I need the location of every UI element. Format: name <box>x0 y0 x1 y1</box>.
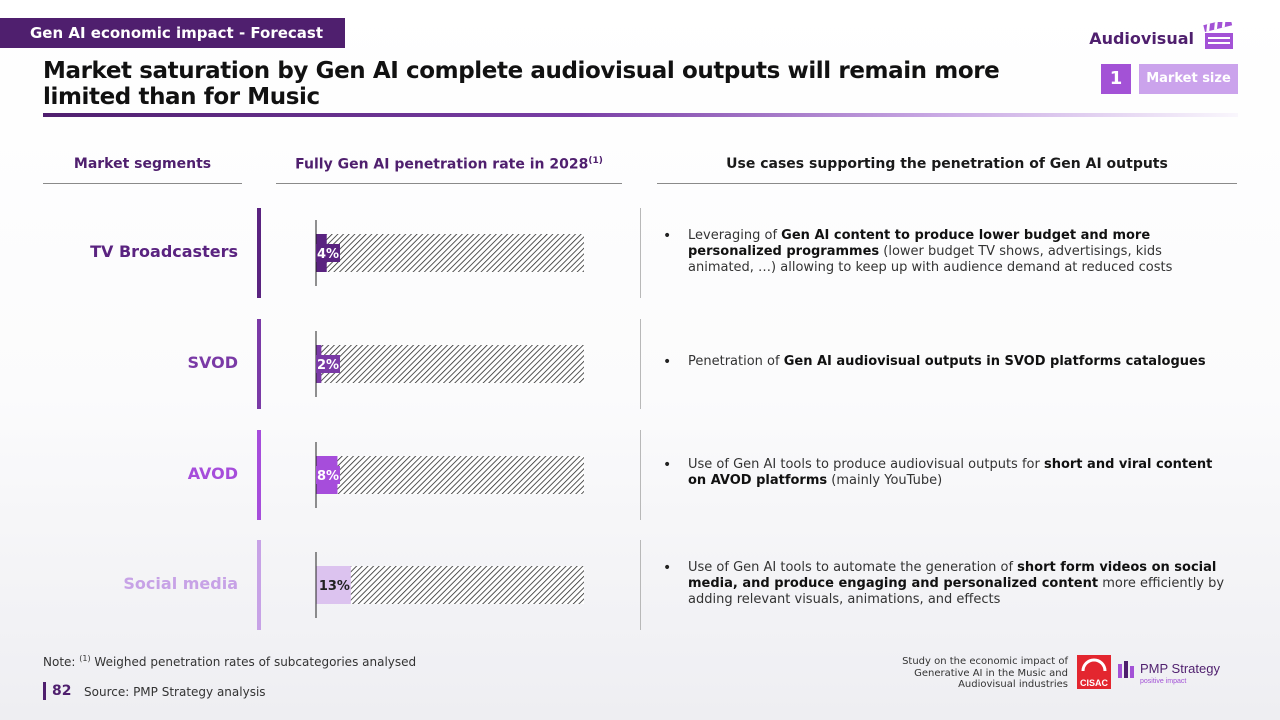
bar-value-label: 2% <box>317 358 339 373</box>
segment-accent-bar <box>257 208 261 298</box>
use-case-segment: Leveraging of <box>688 228 782 243</box>
bar-remainder <box>316 566 584 604</box>
bullet-icon: • <box>663 457 672 473</box>
step-label-badge: Market size <box>1139 64 1238 94</box>
footnote-marker: (1) <box>588 156 603 166</box>
use-case-highlight: short form videos on social media, and p… <box>688 560 1217 591</box>
use-case-highlight: short and viral content on AVOD platform… <box>688 457 1213 488</box>
study-caption: Study on the economic impact of Generati… <box>902 656 1068 690</box>
step-number-badge: 1 <box>1101 64 1131 94</box>
column-separator <box>640 430 641 520</box>
bar-value-label: 13% <box>319 579 350 594</box>
bullet-icon: • <box>663 354 672 370</box>
segment-accent-bar <box>257 319 261 409</box>
bar-remainder <box>316 234 584 272</box>
use-case-text: Leveraging of Gen AI content to produce … <box>688 228 1228 276</box>
bar-remainder <box>316 345 584 383</box>
segment-accent-bar <box>257 430 261 520</box>
column-header-use-cases: Use cases supporting the penetration of … <box>726 156 1168 172</box>
footnote-text: Weighed penetration rates of subcategori… <box>90 655 417 669</box>
section-tag: Gen AI economic impact - Forecast <box>0 18 345 48</box>
column-header-penetration: Fully Gen AI penetration rate in 2028(1) <box>276 156 622 173</box>
column-separator <box>640 540 641 630</box>
cisac-logo-text: CISAC <box>1080 678 1109 688</box>
pmp-logo-tagline: positive impact <box>1140 678 1186 685</box>
segment-name: SVOD <box>187 353 238 372</box>
bar-label-background <box>316 244 340 262</box>
use-case-segment: (lower budget TV shows, advertisings, ki… <box>688 244 1173 275</box>
bar-label-background <box>316 466 340 484</box>
column-rule-segments <box>43 183 242 184</box>
use-case-segment: Penetration of <box>688 354 784 369</box>
page-title: Market saturation by Gen AI complete aud… <box>43 58 1000 110</box>
clapperboard-icon <box>1203 22 1233 49</box>
page-number-accent <box>43 682 46 700</box>
column-header-penetration-text: Fully Gen AI penetration rate in 2028 <box>295 156 589 173</box>
use-case-highlight: Gen AI audiovisual outputs in SVOD platf… <box>783 354 1206 369</box>
bar-value-label: 8% <box>317 469 339 484</box>
title-divider <box>43 113 1238 117</box>
footnote-marker: (1) <box>79 654 91 663</box>
pmp-strategy-logo: PMP Strategy positive impact <box>1118 661 1220 685</box>
use-case-text: Use of Gen AI tools to produce audiovisu… <box>688 457 1228 489</box>
use-case-text: Use of Gen AI tools to automate the gene… <box>688 560 1228 608</box>
cisac-logo: CISAC <box>1077 655 1111 689</box>
use-case-text: Penetration of Gen AI audiovisual output… <box>688 354 1228 370</box>
source-note: Source: PMP Strategy analysis <box>84 685 266 699</box>
use-case-segment: Use of Gen AI tools to automate the gene… <box>688 560 1018 575</box>
use-case-segment: Use of Gen AI tools to produce audiovisu… <box>688 457 1044 472</box>
segment-name: Social media <box>123 574 238 593</box>
bar-3 <box>316 566 351 604</box>
column-separator <box>640 208 641 298</box>
column-rule-use-cases <box>657 183 1237 184</box>
bullet-icon: • <box>663 228 672 244</box>
column-separator <box>640 319 641 409</box>
bullet-icon: • <box>663 560 672 576</box>
segment-name: TV Broadcasters <box>90 242 238 261</box>
footnote-prefix: Note: <box>43 655 80 669</box>
column-header-segments: Market segments <box>73 156 212 172</box>
segment-name: AVOD <box>187 464 238 483</box>
bar-value-label: 4% <box>317 247 339 262</box>
use-case-highlight: Gen AI content to produce lower budget a… <box>688 228 1151 259</box>
bar-label-background <box>316 355 340 373</box>
use-case-segment: (mainly YouTube) <box>827 473 943 488</box>
segment-accent-bar <box>257 540 261 630</box>
column-rule-penetration <box>276 183 622 184</box>
category-label: Audiovisual <box>1089 29 1194 48</box>
page-number: 82 <box>52 683 72 699</box>
bar-remainder <box>316 456 584 494</box>
pmp-logo-name: PMP Strategy <box>1140 661 1220 676</box>
use-case-segment: more efficiently by adding relevant visu… <box>688 576 1225 607</box>
footnote: Note: (1) Weighed penetration rates of s… <box>43 654 416 669</box>
